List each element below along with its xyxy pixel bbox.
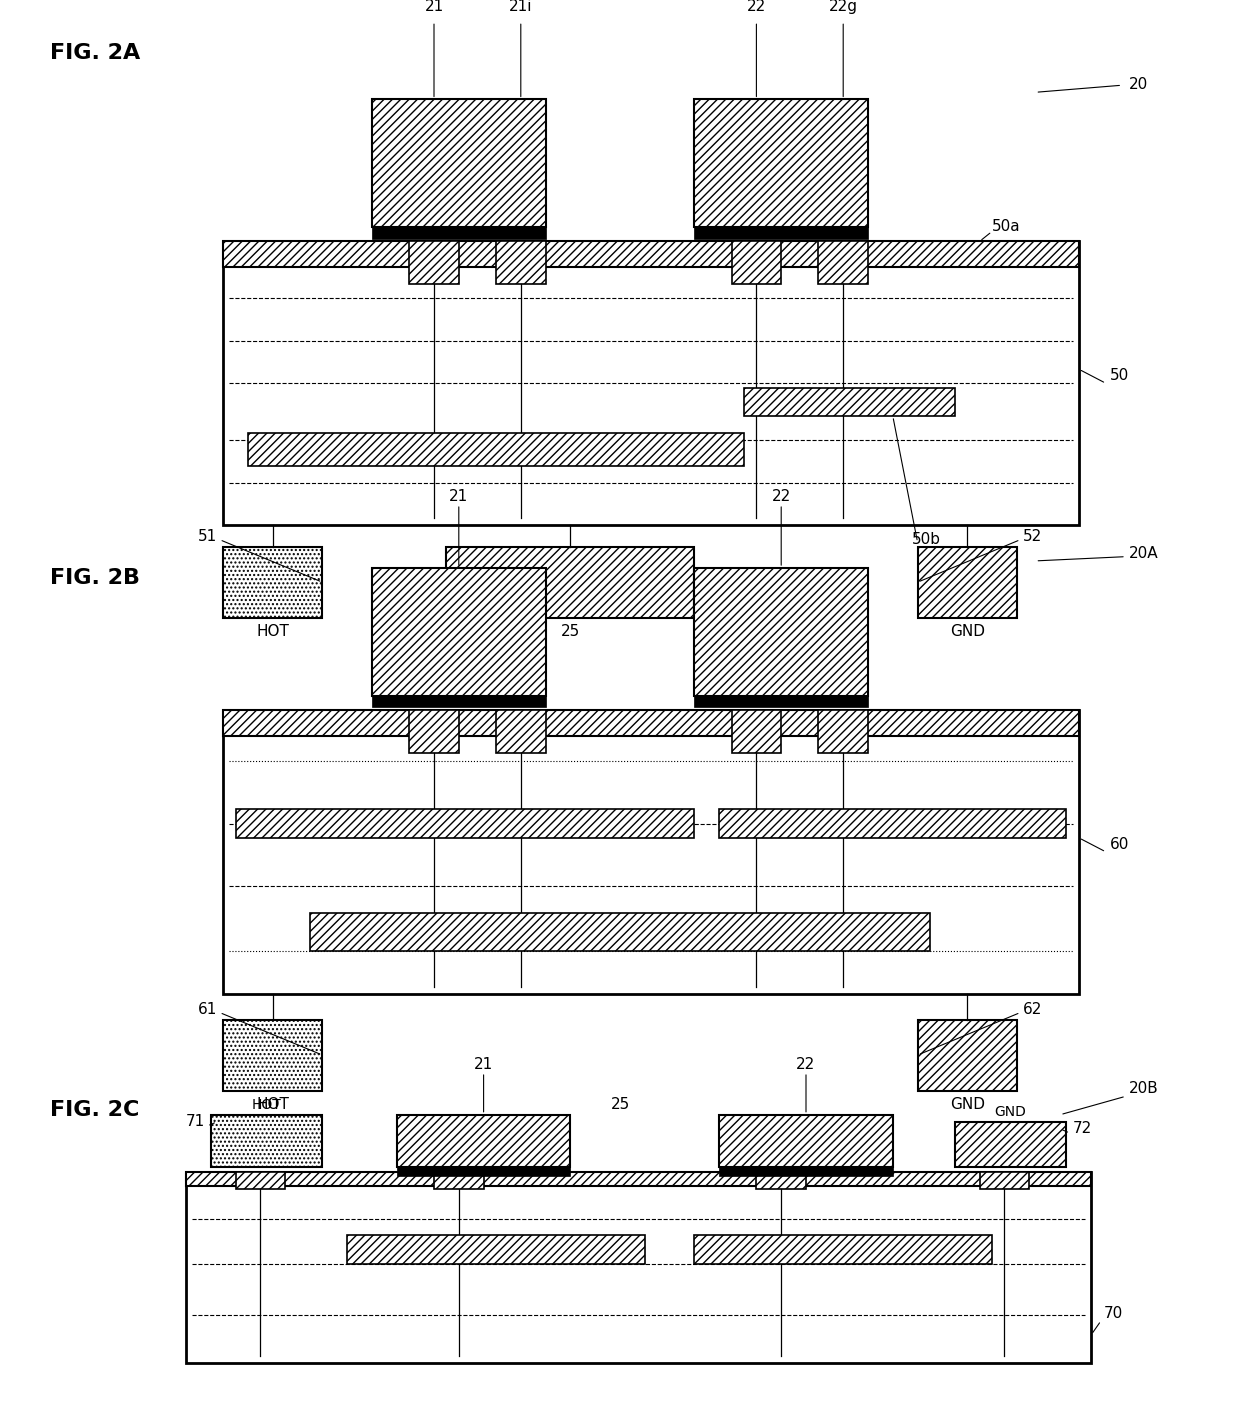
Text: FIG. 2A: FIG. 2A — [50, 43, 140, 62]
Text: 20B: 20B — [1128, 1081, 1158, 1096]
Bar — [409, 241, 459, 284]
Text: 20A: 20A — [1128, 545, 1158, 561]
Bar — [186, 1172, 1091, 1186]
Text: 50: 50 — [1110, 368, 1130, 383]
Text: HOT: HOT — [252, 1098, 281, 1112]
Bar — [732, 710, 781, 753]
Text: FIG. 2B: FIG. 2B — [50, 568, 140, 588]
Text: 22: 22 — [796, 1056, 816, 1072]
Bar — [719, 809, 1066, 838]
Text: 52: 52 — [1023, 528, 1043, 544]
Bar — [918, 1020, 1017, 1091]
Bar — [248, 433, 744, 466]
Text: FIG. 2C: FIG. 2C — [50, 1100, 139, 1120]
Bar — [186, 1172, 1091, 1363]
Bar — [223, 241, 1079, 525]
Bar — [236, 809, 694, 838]
Bar — [223, 710, 1079, 994]
Bar — [409, 710, 459, 753]
Bar — [744, 388, 955, 416]
Bar — [446, 547, 694, 618]
Text: 72: 72 — [1073, 1120, 1092, 1136]
Bar — [918, 547, 1017, 618]
Text: 22: 22 — [746, 0, 766, 14]
Bar — [372, 227, 546, 239]
Bar — [496, 710, 546, 753]
Bar — [818, 710, 868, 753]
Text: HOT: HOT — [257, 623, 289, 639]
Bar — [818, 241, 868, 284]
Text: GND: GND — [994, 1105, 1027, 1119]
Text: 25: 25 — [560, 623, 580, 639]
Text: 21i: 21i — [510, 0, 532, 14]
Text: GND: GND — [950, 1096, 985, 1112]
Text: 51: 51 — [197, 528, 217, 544]
Bar — [496, 241, 546, 284]
Text: 61: 61 — [197, 1001, 217, 1017]
Bar — [223, 1020, 322, 1091]
Bar — [372, 99, 546, 227]
Text: HOT: HOT — [257, 1096, 289, 1112]
Text: 22: 22 — [771, 488, 791, 504]
Bar — [694, 99, 868, 227]
Text: 62: 62 — [1023, 1001, 1043, 1017]
Text: 21: 21 — [449, 488, 469, 504]
Bar — [694, 568, 868, 696]
Bar — [310, 913, 930, 951]
Text: 22g: 22g — [828, 0, 858, 14]
Bar — [694, 696, 868, 707]
Text: 50b: 50b — [911, 531, 940, 547]
Bar — [223, 241, 1079, 267]
Text: GND: GND — [950, 623, 985, 639]
Text: 70: 70 — [1104, 1305, 1123, 1321]
Bar — [347, 1235, 645, 1264]
Bar — [223, 547, 322, 618]
Text: 21: 21 — [474, 1056, 494, 1072]
Text: 50a: 50a — [992, 219, 1021, 234]
Bar — [719, 1115, 893, 1167]
Bar — [694, 227, 868, 239]
Bar — [732, 241, 781, 284]
Bar — [756, 1172, 806, 1189]
Bar — [434, 1172, 484, 1189]
Text: 20: 20 — [1128, 77, 1148, 92]
Bar — [719, 1167, 893, 1176]
Text: 60: 60 — [1110, 836, 1130, 852]
Bar — [372, 696, 546, 707]
Bar — [236, 1172, 285, 1189]
Bar — [980, 1172, 1029, 1189]
Bar — [372, 568, 546, 696]
Bar — [397, 1167, 570, 1176]
Text: 71: 71 — [185, 1113, 205, 1129]
Bar — [223, 710, 1079, 736]
Text: 21: 21 — [424, 0, 444, 14]
Bar — [694, 1235, 992, 1264]
Bar — [211, 1115, 322, 1167]
Bar — [955, 1122, 1066, 1167]
Bar — [397, 1115, 570, 1167]
Text: 25: 25 — [610, 1096, 630, 1112]
